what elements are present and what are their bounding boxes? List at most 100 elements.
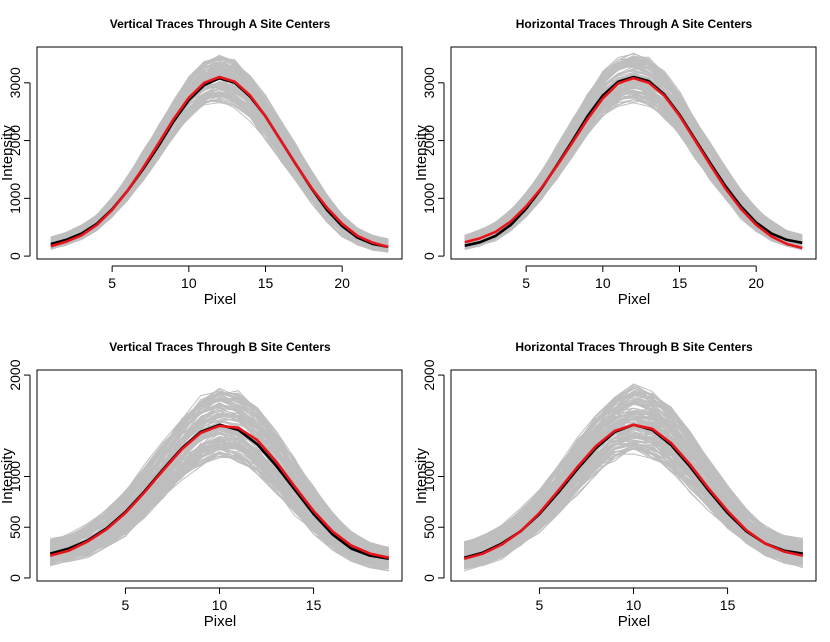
plot-frame (450, 46, 817, 260)
y-axis: 0 500 1000 2000 (421, 359, 445, 582)
y-tick-label: 0 (421, 252, 437, 260)
trace-line (50, 100, 389, 253)
trace-line (464, 441, 803, 563)
trace-line (464, 447, 803, 569)
x-tick-label: 20 (748, 275, 764, 291)
trace-line (50, 447, 389, 567)
trace-line (464, 389, 803, 548)
y-tick-label: 500 (7, 515, 23, 539)
grey-traces (463, 383, 803, 572)
x-tick-label: 10 (212, 597, 228, 613)
x-axis-label: Pixel (204, 613, 237, 630)
y-tick-label: 0 (7, 252, 23, 260)
x-axis-label: Pixel (618, 613, 651, 630)
trace-line (464, 384, 803, 544)
series-line-fit (49, 424, 390, 559)
trace-line (464, 448, 803, 569)
trace-line (464, 70, 803, 241)
y-axis: 0 1000 2000 3000 (7, 67, 31, 260)
y-tick-label: 2000 (7, 359, 23, 390)
trace-line (50, 404, 389, 554)
x-tick-label: 5 (522, 275, 530, 291)
trace-line (464, 58, 803, 238)
x-axis: 5 10 15 20 (522, 265, 764, 291)
grey-traces (464, 52, 803, 251)
y-axis-label: Intensity (0, 125, 16, 181)
series-line-fit (463, 423, 804, 560)
trace-line (50, 99, 389, 253)
trace-line (50, 435, 389, 563)
x-axis: 5 10 15 (122, 587, 322, 613)
trace-line (464, 60, 803, 238)
y-tick-label: 1000 (421, 183, 437, 214)
x-axis: 5 10 15 20 (108, 265, 350, 291)
x-tick-label: 5 (536, 597, 544, 613)
trace-line (50, 58, 389, 241)
trace-line (464, 387, 803, 544)
y-axis-label: Intensity (413, 448, 430, 504)
trace-line (464, 447, 803, 572)
panel-horizontal-a: Horizontal Traces Through A Site Centers… (413, 17, 817, 308)
series-line-fit (464, 76, 803, 250)
trace-line (464, 443, 803, 570)
x-axis-label: Pixel (204, 291, 237, 308)
y-tick-label: 0 (7, 574, 23, 582)
trace-line (50, 93, 389, 249)
x-axis-label: Pixel (618, 291, 651, 308)
y-tick-label: 2000 (7, 125, 23, 156)
panel-vertical-a: Vertical Traces Through A Site Centers P… (0, 17, 403, 308)
panel-title: Vertical Traces Through B Site Centers (109, 340, 331, 354)
y-tick-label: 2000 (421, 359, 437, 390)
trace-line (464, 94, 803, 248)
panel-title: Horizontal Traces Through B Site Centers (515, 340, 753, 354)
trace-line (464, 401, 803, 550)
trace-line (50, 404, 389, 556)
x-tick-label: 15 (720, 597, 736, 613)
trace-line (464, 416, 803, 556)
y-tick-label: 0 (421, 574, 437, 582)
trace-line (464, 65, 803, 240)
trace-line (50, 93, 389, 250)
y-tick-label: 3000 (7, 67, 23, 98)
panel-vertical-b: Vertical Traces Through B Site Centers P… (0, 340, 403, 630)
plot-frame (36, 369, 403, 582)
series-line-fit (50, 75, 389, 249)
trace-line (50, 390, 389, 551)
y-axis: 0 500 1000 2000 (7, 359, 31, 582)
x-tick-label: 5 (122, 597, 130, 613)
trace-line (464, 444, 803, 566)
panel-title: Horizontal Traces Through A Site Centers (516, 17, 753, 31)
y-axis-label: Intensity (413, 125, 430, 181)
trace-line (50, 407, 389, 556)
trace-line (464, 97, 803, 250)
x-tick-label: 15 (672, 275, 688, 291)
plot-frame (36, 46, 403, 260)
trace-line (464, 447, 803, 569)
x-tick-label: 15 (258, 275, 274, 291)
trace-line (50, 64, 389, 243)
grey-traces (49, 387, 389, 572)
x-tick-label: 20 (334, 275, 350, 291)
panel-title: Vertical Traces Through A Site Centers (110, 17, 331, 31)
y-tick-label: 1000 (421, 461, 437, 492)
panel-horizontal-b: Horizontal Traces Through B Site Centers… (413, 340, 817, 630)
x-tick-label: 10 (181, 275, 197, 291)
trace-line (50, 451, 389, 569)
y-tick-label: 2000 (421, 125, 437, 156)
x-tick-label: 10 (595, 275, 611, 291)
trace-line (464, 453, 803, 570)
trace-line (50, 54, 389, 241)
trace-line (50, 398, 389, 552)
trace-line (464, 445, 803, 569)
trace-line (464, 89, 803, 248)
plot-frame (450, 369, 817, 582)
y-tick-label: 1000 (7, 183, 23, 214)
y-axis-label: Intensity (0, 448, 16, 504)
x-tick-label: 10 (626, 597, 642, 613)
y-tick-label: 500 (421, 515, 437, 539)
y-tick-label: 3000 (421, 67, 437, 98)
x-tick-label: 15 (306, 597, 322, 613)
trace-line (464, 393, 803, 547)
trace-line (50, 445, 389, 566)
